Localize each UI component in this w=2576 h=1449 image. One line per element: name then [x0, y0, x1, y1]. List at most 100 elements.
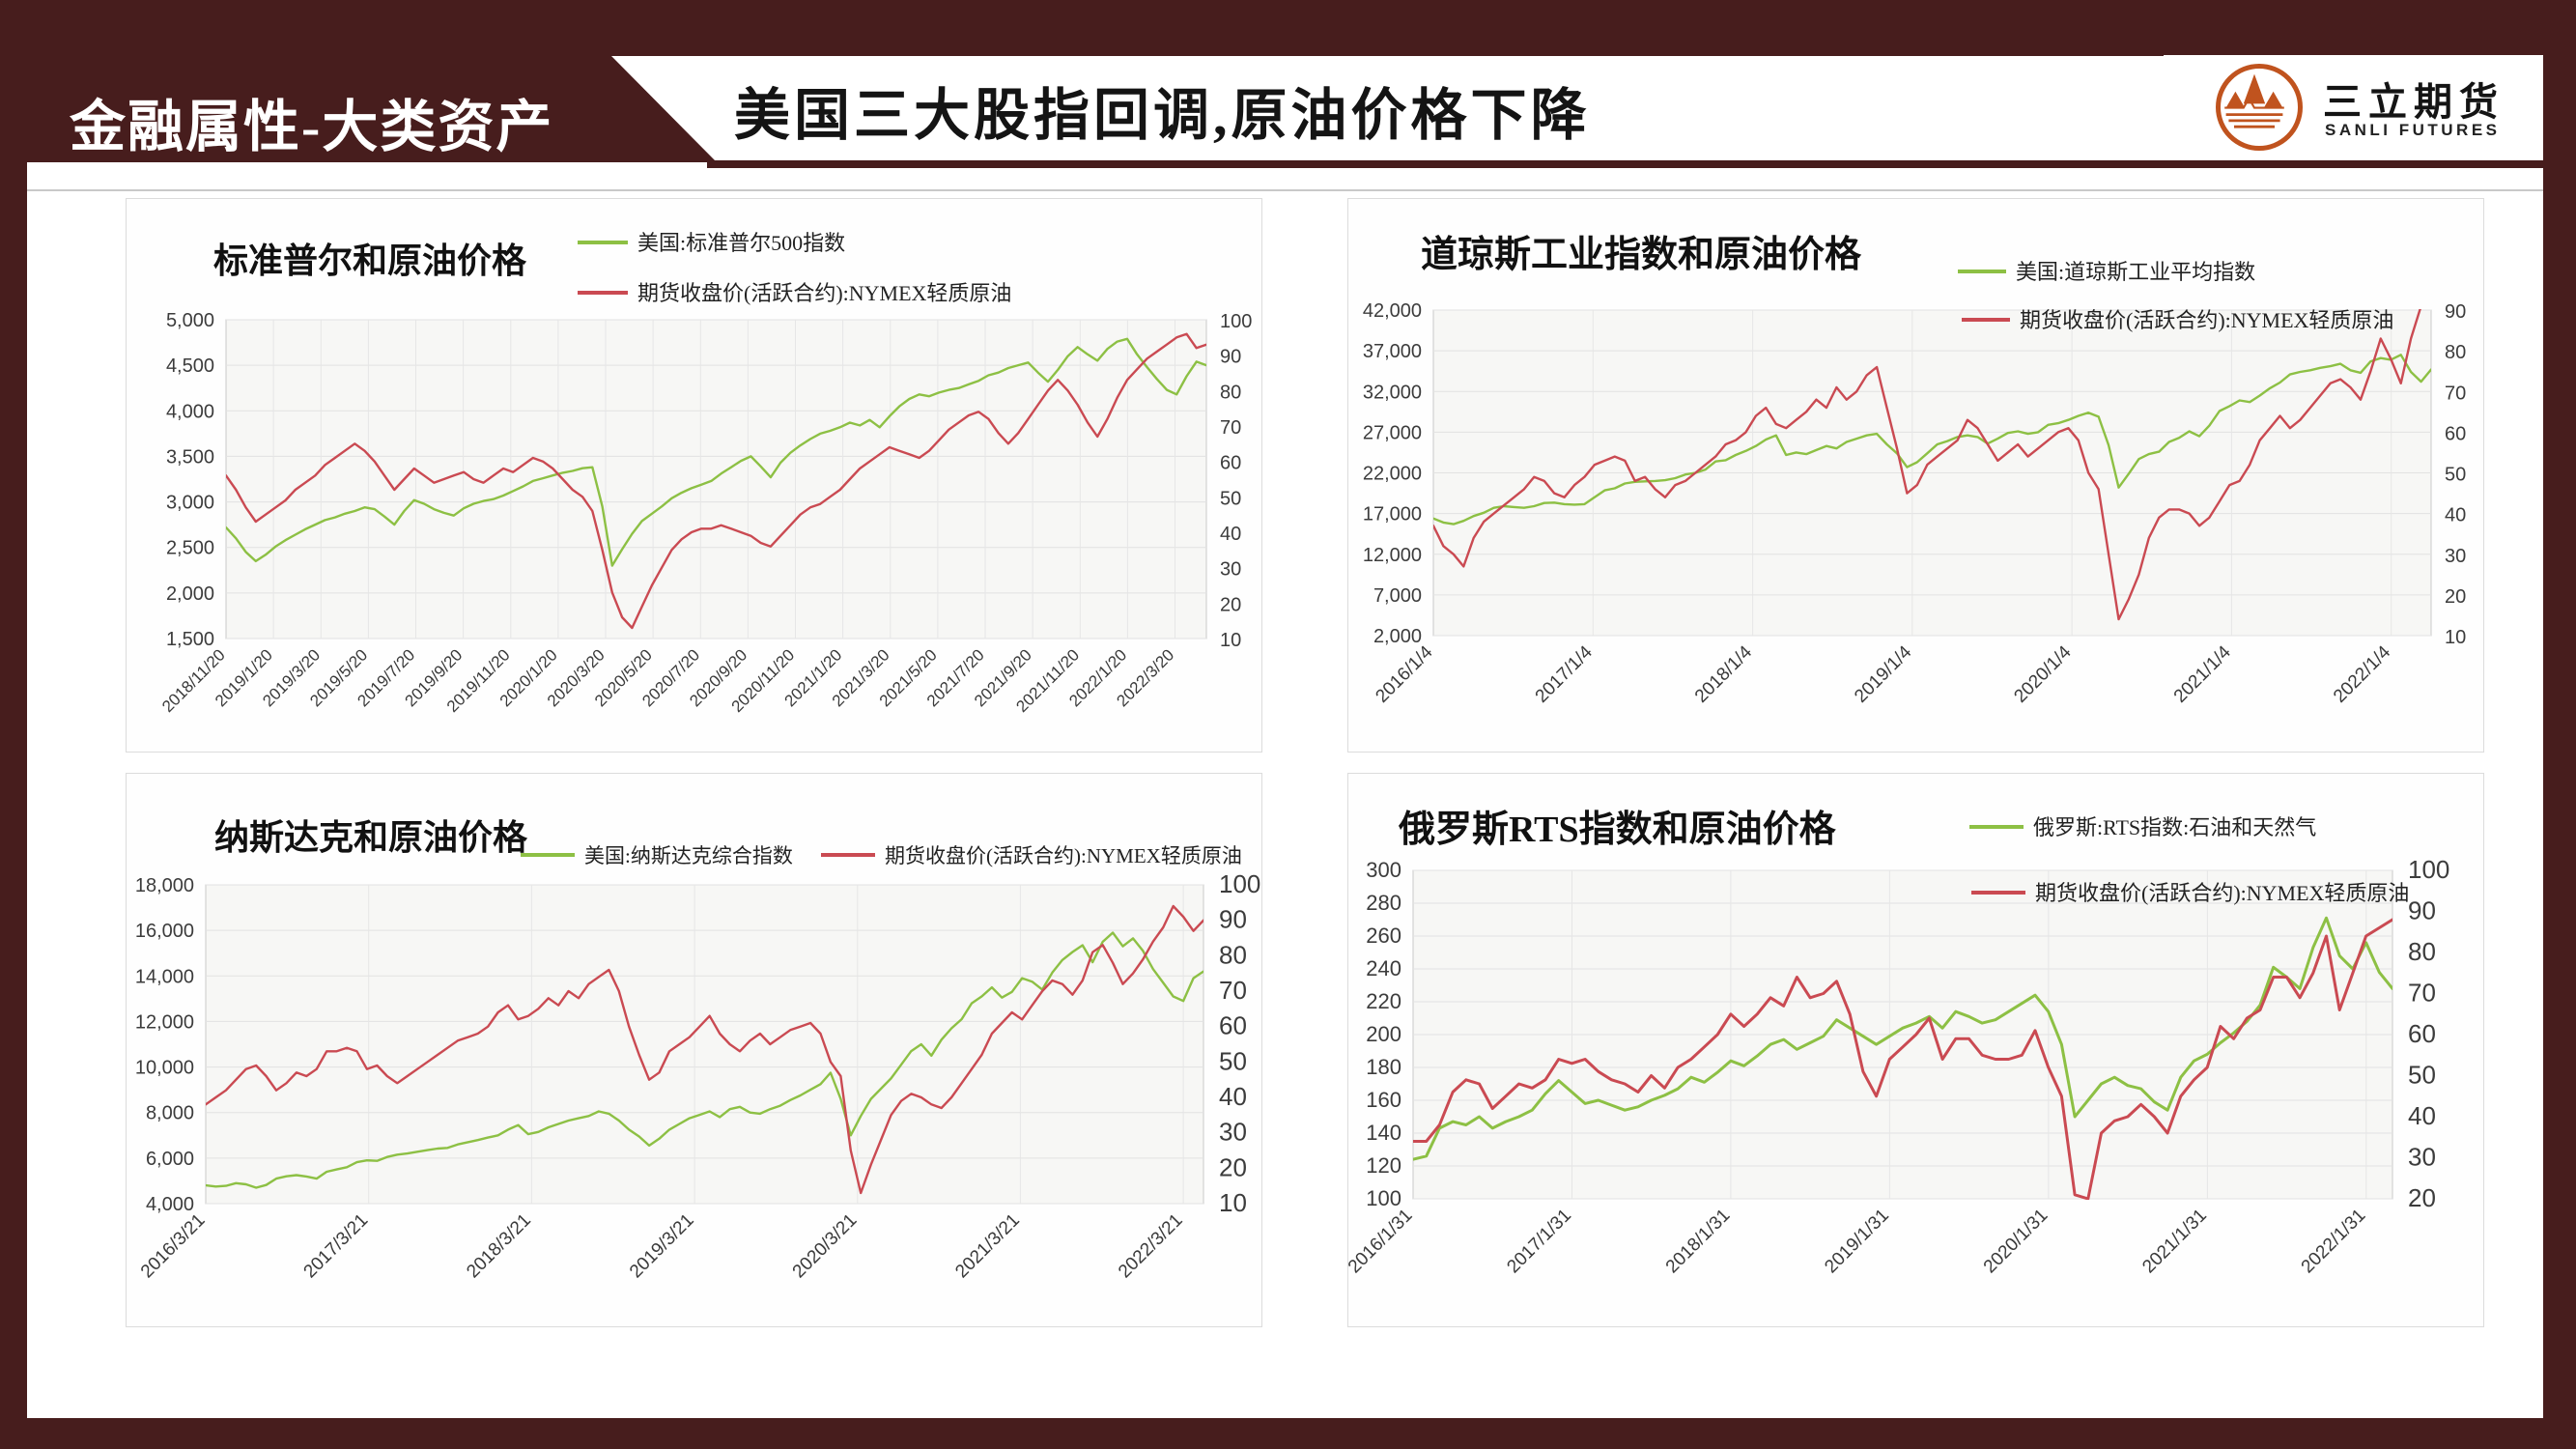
svg-text:俄罗斯RTS指数和原油价格: 俄罗斯RTS指数和原油价格 — [1398, 810, 1837, 850]
page-title: 美国三大股指回调,原油价格下降 — [734, 84, 1591, 147]
svg-text:100: 100 — [1366, 1186, 1401, 1210]
header-underline — [707, 160, 2543, 168]
svg-text:17,000: 17,000 — [1363, 504, 1422, 526]
svg-text:30: 30 — [1219, 1118, 1247, 1147]
logo-name-cn: 三立期货 — [2323, 81, 2505, 124]
svg-text:260: 260 — [1366, 923, 1401, 948]
svg-text:期货收盘价(活跃合约):NYMEX轻质原油: 期货收盘价(活跃合约):NYMEX轻质原油 — [2035, 881, 2409, 905]
svg-text:40: 40 — [1220, 524, 1241, 545]
svg-text:2018/1/31: 2018/1/31 — [1662, 1206, 1735, 1278]
svg-text:2016/3/21: 2016/3/21 — [137, 1210, 210, 1283]
svg-text:2022/1/4: 2022/1/4 — [2330, 641, 2394, 706]
svg-text:80: 80 — [1220, 382, 1241, 403]
svg-text:标准普尔和原油价格: 标准普尔和原油价格 — [213, 242, 527, 280]
chart-panel-sp500-oil: 5,000 4,500 4,000 3,500 3,000 2,500 2,000 1,500… — [126, 198, 1262, 753]
svg-text:60: 60 — [2445, 423, 2466, 444]
svg-text:2016/1/31: 2016/1/31 — [1348, 1206, 1417, 1278]
svg-text:期货收盘价(活跃合约):NYMEX轻质原油: 期货收盘价(活跃合约):NYMEX轻质原油 — [885, 844, 1242, 867]
svg-text:100: 100 — [1219, 869, 1260, 898]
svg-text:32,000: 32,000 — [1363, 382, 1422, 403]
svg-text:20: 20 — [1220, 594, 1241, 615]
header-banner — [27, 56, 717, 162]
svg-text:20: 20 — [2445, 586, 2466, 608]
svg-text:10: 10 — [1219, 1188, 1247, 1217]
svg-text:18,000: 18,000 — [135, 875, 194, 896]
divider-line — [27, 189, 2543, 191]
svg-text:40: 40 — [2445, 505, 2466, 526]
svg-text:40: 40 — [2408, 1101, 2436, 1130]
svg-text:4,000: 4,000 — [146, 1194, 194, 1215]
svg-text:70: 70 — [2445, 383, 2466, 404]
svg-text:50: 50 — [1220, 488, 1241, 509]
svg-text:美国:道琼斯工业平均指数: 美国:道琼斯工业平均指数 — [2016, 260, 2255, 284]
svg-text:道琼斯工业指数和原油价格: 道琼斯工业指数和原油价格 — [1421, 235, 1862, 275]
svg-text:1,500: 1,500 — [166, 629, 214, 650]
svg-text:14,000: 14,000 — [135, 966, 194, 987]
svg-text:4,500: 4,500 — [166, 355, 214, 377]
svg-text:200: 200 — [1366, 1022, 1401, 1046]
svg-text:2022/1/31: 2022/1/31 — [2298, 1206, 2370, 1278]
svg-text:60: 60 — [2408, 1019, 2436, 1048]
svg-text:2020/3/21: 2020/3/21 — [789, 1210, 862, 1283]
chart-panel-dow-oil: 42,000 37,000 32,000 27,000 22,000 17,000 12,0… — [1347, 198, 2484, 753]
dow-oil-chart: 42,000 37,000 32,000 27,000 22,000 17,000 12,0… — [1348, 199, 2483, 752]
svg-text:140: 140 — [1366, 1121, 1401, 1145]
svg-text:2020/1/31: 2020/1/31 — [1980, 1206, 2052, 1278]
svg-text:100: 100 — [2408, 855, 2449, 884]
svg-text:16,000: 16,000 — [135, 921, 194, 942]
svg-text:22,000: 22,000 — [1363, 464, 1422, 485]
svg-text:90: 90 — [2445, 301, 2466, 323]
svg-text:10: 10 — [1220, 630, 1241, 651]
svg-text:30: 30 — [1220, 559, 1241, 581]
mountain-sun-icon — [2216, 64, 2303, 151]
svg-text:2021/1/4: 2021/1/4 — [2170, 641, 2235, 706]
svg-text:60: 60 — [1220, 453, 1241, 474]
svg-text:4,000: 4,000 — [166, 401, 214, 422]
svg-text:70: 70 — [1220, 417, 1241, 439]
chart-panel-nasdaq-oil: 18,000 16,000 14,000 12,000 10,000 8,000 6,000… — [126, 773, 1262, 1327]
company-logo: 三立期货 SANLI FUTURES — [2164, 55, 2543, 160]
svg-text:12,000: 12,000 — [1363, 545, 1422, 566]
svg-text:2,000: 2,000 — [166, 583, 214, 605]
svg-text:70: 70 — [2408, 979, 2436, 1008]
sp500-oil-chart: 5,000 4,500 4,000 3,500 3,000 2,500 2,000 1,500… — [127, 199, 1261, 752]
svg-text:期货收盘价(活跃合约):NYMEX轻质原油: 期货收盘价(活跃合约):NYMEX轻质原油 — [2020, 308, 2393, 332]
svg-text:37,000: 37,000 — [1363, 341, 1422, 362]
svg-text:期货收盘价(活跃合约):NYMEX轻质原油: 期货收盘价(活跃合约):NYMEX轻质原油 — [637, 281, 1011, 305]
svg-text:2022/3/21: 2022/3/21 — [1115, 1210, 1187, 1283]
svg-text:2017/1/4: 2017/1/4 — [1532, 641, 1597, 706]
svg-text:20: 20 — [1219, 1152, 1247, 1181]
svg-text:7,000: 7,000 — [1373, 585, 1422, 607]
svg-text:90: 90 — [1220, 347, 1241, 368]
svg-text:纳斯达克和原油价格: 纳斯达克和原油价格 — [214, 818, 528, 857]
svg-text:2019/3/21: 2019/3/21 — [626, 1210, 698, 1283]
svg-text:2018/1/4: 2018/1/4 — [1691, 641, 1756, 706]
svg-text:50: 50 — [2408, 1061, 2436, 1090]
svg-text:50: 50 — [2445, 465, 2466, 486]
svg-text:美国:纳斯达克综合指数: 美国:纳斯达克综合指数 — [584, 844, 793, 867]
svg-text:12,000: 12,000 — [135, 1011, 194, 1033]
svg-text:220: 220 — [1366, 989, 1401, 1013]
svg-text:27,000: 27,000 — [1363, 422, 1422, 443]
svg-text:2017/3/21: 2017/3/21 — [300, 1210, 373, 1283]
svg-text:100: 100 — [1220, 311, 1252, 332]
svg-text:2020/1/4: 2020/1/4 — [2010, 641, 2075, 706]
svg-text:3,500: 3,500 — [166, 446, 214, 468]
svg-text:30: 30 — [2445, 546, 2466, 567]
svg-text:90: 90 — [2408, 896, 2436, 925]
section-title: 金融属性-大类资产 — [70, 96, 554, 158]
svg-text:10: 10 — [2445, 627, 2466, 648]
svg-text:80: 80 — [2445, 342, 2466, 363]
svg-text:俄罗斯:RTS指数:石油和天然气: 俄罗斯:RTS指数:石油和天然气 — [2033, 815, 2316, 839]
svg-text:70: 70 — [1219, 976, 1247, 1005]
svg-text:5,000: 5,000 — [166, 310, 214, 331]
svg-text:2018/11/20: 2018/11/20 — [158, 645, 229, 716]
svg-text:240: 240 — [1366, 956, 1401, 980]
svg-text:40: 40 — [1219, 1082, 1247, 1111]
svg-text:42,000: 42,000 — [1363, 300, 1422, 322]
svg-text:50: 50 — [1219, 1046, 1247, 1075]
svg-text:2,000: 2,000 — [1373, 626, 1422, 647]
svg-text:2,500: 2,500 — [166, 538, 214, 559]
nasdaq-oil-chart: 18,000 16,000 14,000 12,000 10,000 8,000 6,000… — [127, 774, 1261, 1326]
